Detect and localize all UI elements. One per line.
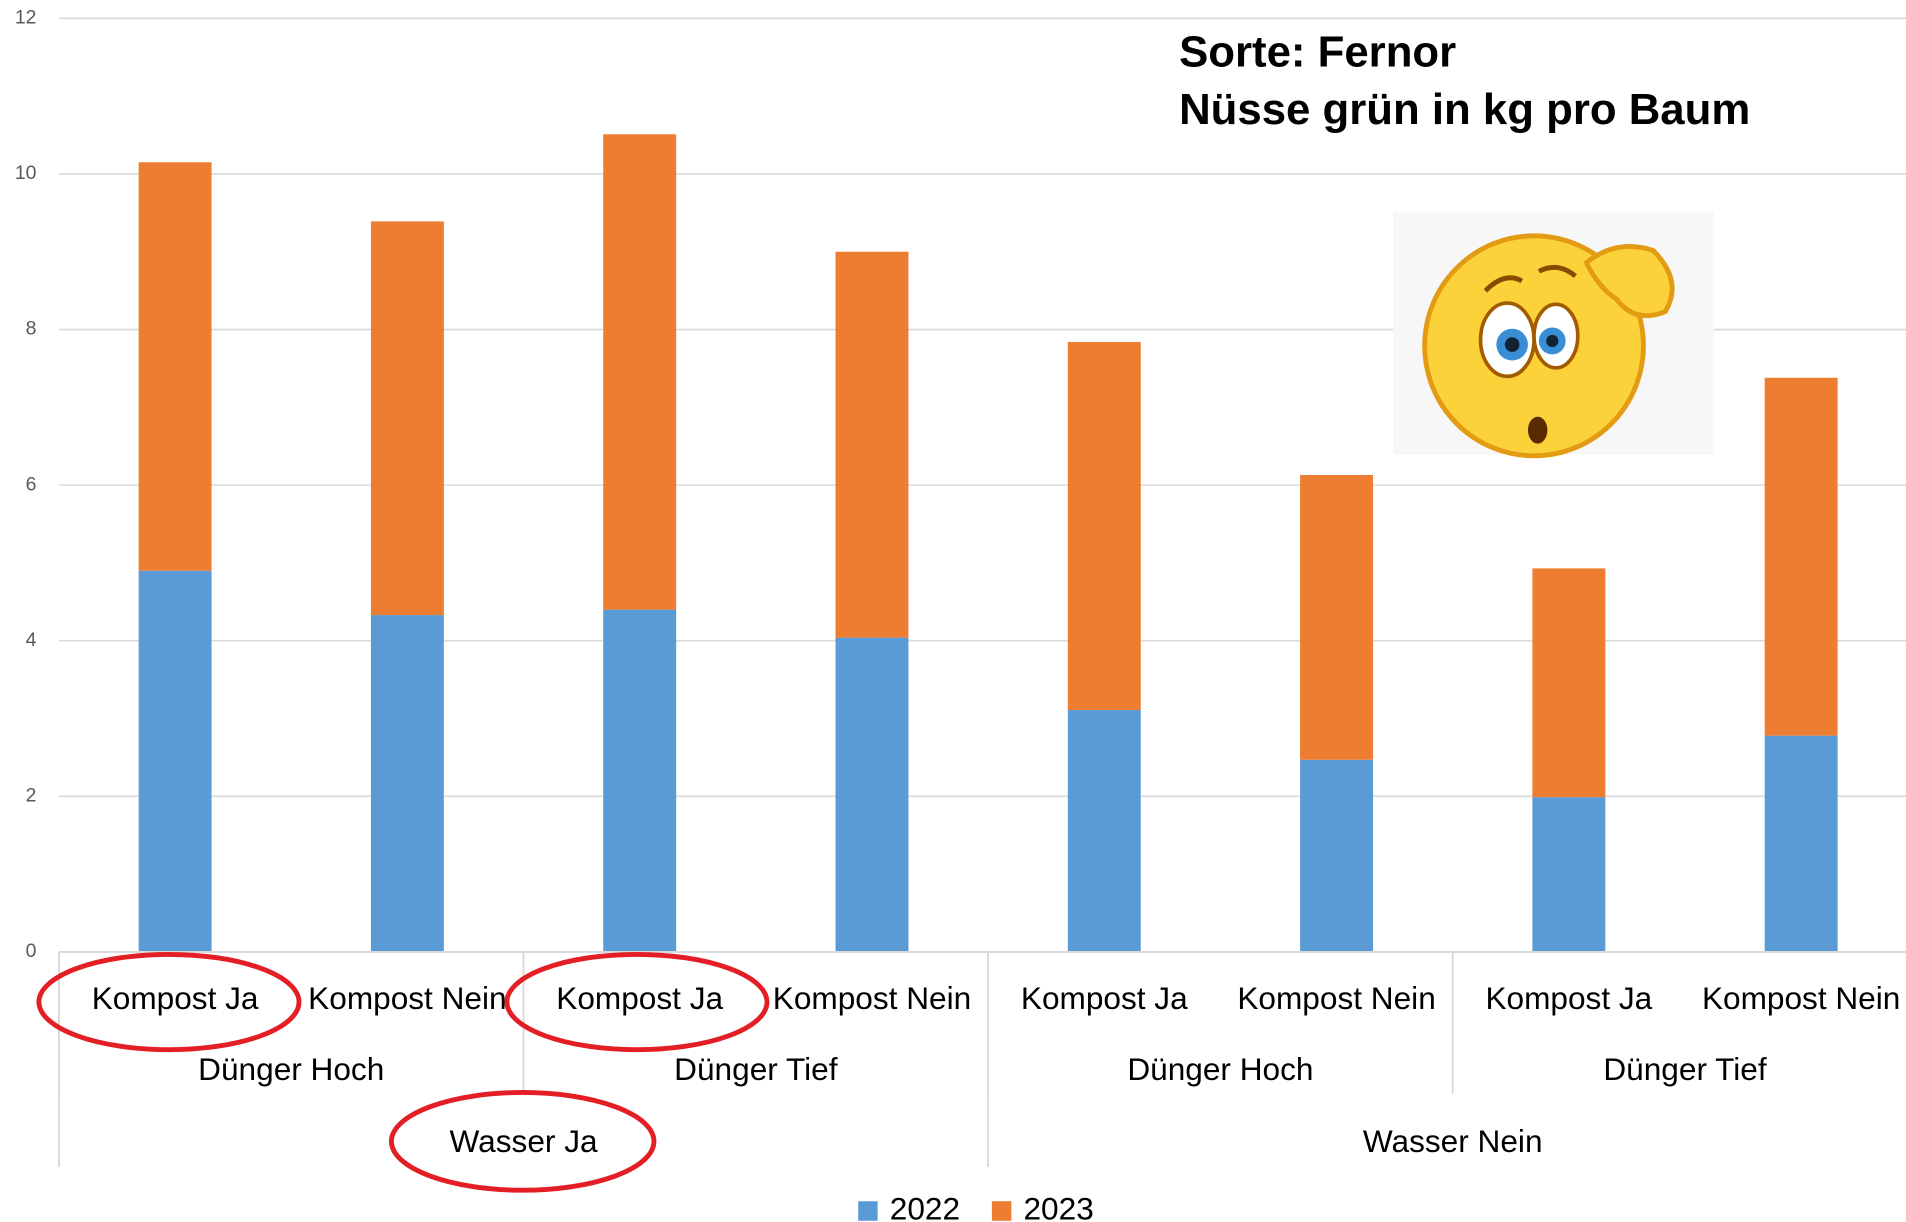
supergroup-label: Wasser Nein xyxy=(1363,1123,1543,1159)
x-tick-label: Kompost Ja xyxy=(1485,980,1652,1016)
x-tick-label: Kompost Ja xyxy=(92,980,259,1016)
y-tick-label: 12 xyxy=(15,6,37,28)
bar-segment xyxy=(603,609,677,952)
legend-label: 2023 xyxy=(1024,1190,1094,1222)
bar-segment xyxy=(138,570,212,952)
legend-swatch xyxy=(858,1201,878,1221)
y-tick-label: 10 xyxy=(15,162,37,184)
y-tick-label: 4 xyxy=(26,629,37,651)
x-tick-label: Kompost Ja xyxy=(556,980,723,1016)
legend-label: 2022 xyxy=(890,1190,960,1222)
x-tick-label: Kompost Nein xyxy=(1237,980,1435,1016)
bar-segment xyxy=(1067,709,1141,952)
supergroup-label: Wasser Ja xyxy=(450,1123,598,1159)
bar-segment xyxy=(835,251,909,638)
group-label: Dünger Hoch xyxy=(1127,1051,1313,1087)
bar-segment xyxy=(1067,341,1141,710)
x-tick-label: Kompost Nein xyxy=(308,980,506,1016)
bar-segment xyxy=(1532,797,1606,952)
emoji xyxy=(1393,211,1714,459)
bar-segment xyxy=(370,221,444,616)
bar-segment xyxy=(835,637,909,952)
group-label: Dünger Tief xyxy=(1603,1051,1766,1087)
x-tick-label: Kompost Ja xyxy=(1021,980,1188,1016)
chart-title: Nüsse grün in kg pro Baum xyxy=(1179,85,1750,134)
y-tick-label: 2 xyxy=(26,784,37,806)
bar-segment xyxy=(1764,377,1838,736)
x-tick-label: Kompost Nein xyxy=(773,980,971,1016)
bar-segment xyxy=(1532,568,1606,798)
annotations xyxy=(36,951,770,1193)
group-label: Dünger Hoch xyxy=(198,1051,384,1087)
bar-segment xyxy=(1300,759,1374,952)
bar-segment xyxy=(603,134,677,610)
bar-segment xyxy=(1300,475,1374,760)
bar-segment xyxy=(370,615,444,952)
bar-segment xyxy=(138,162,212,571)
bar-segment xyxy=(1764,735,1838,952)
group-label: Dünger Tief xyxy=(674,1051,837,1087)
legend-swatch xyxy=(991,1201,1012,1221)
y-tick-label: 0 xyxy=(26,940,37,962)
y-tick-label: 6 xyxy=(26,473,37,495)
y-tick-label: 8 xyxy=(26,318,37,340)
chart-title: Sorte: Fernor xyxy=(1179,28,1456,77)
plot-area: 0 2 4 6 8 10 12 Kompost Ja Kompost Nein Kompost J… xyxy=(15,6,1906,1222)
x-tick-label: Kompost Nein xyxy=(1702,980,1900,1016)
